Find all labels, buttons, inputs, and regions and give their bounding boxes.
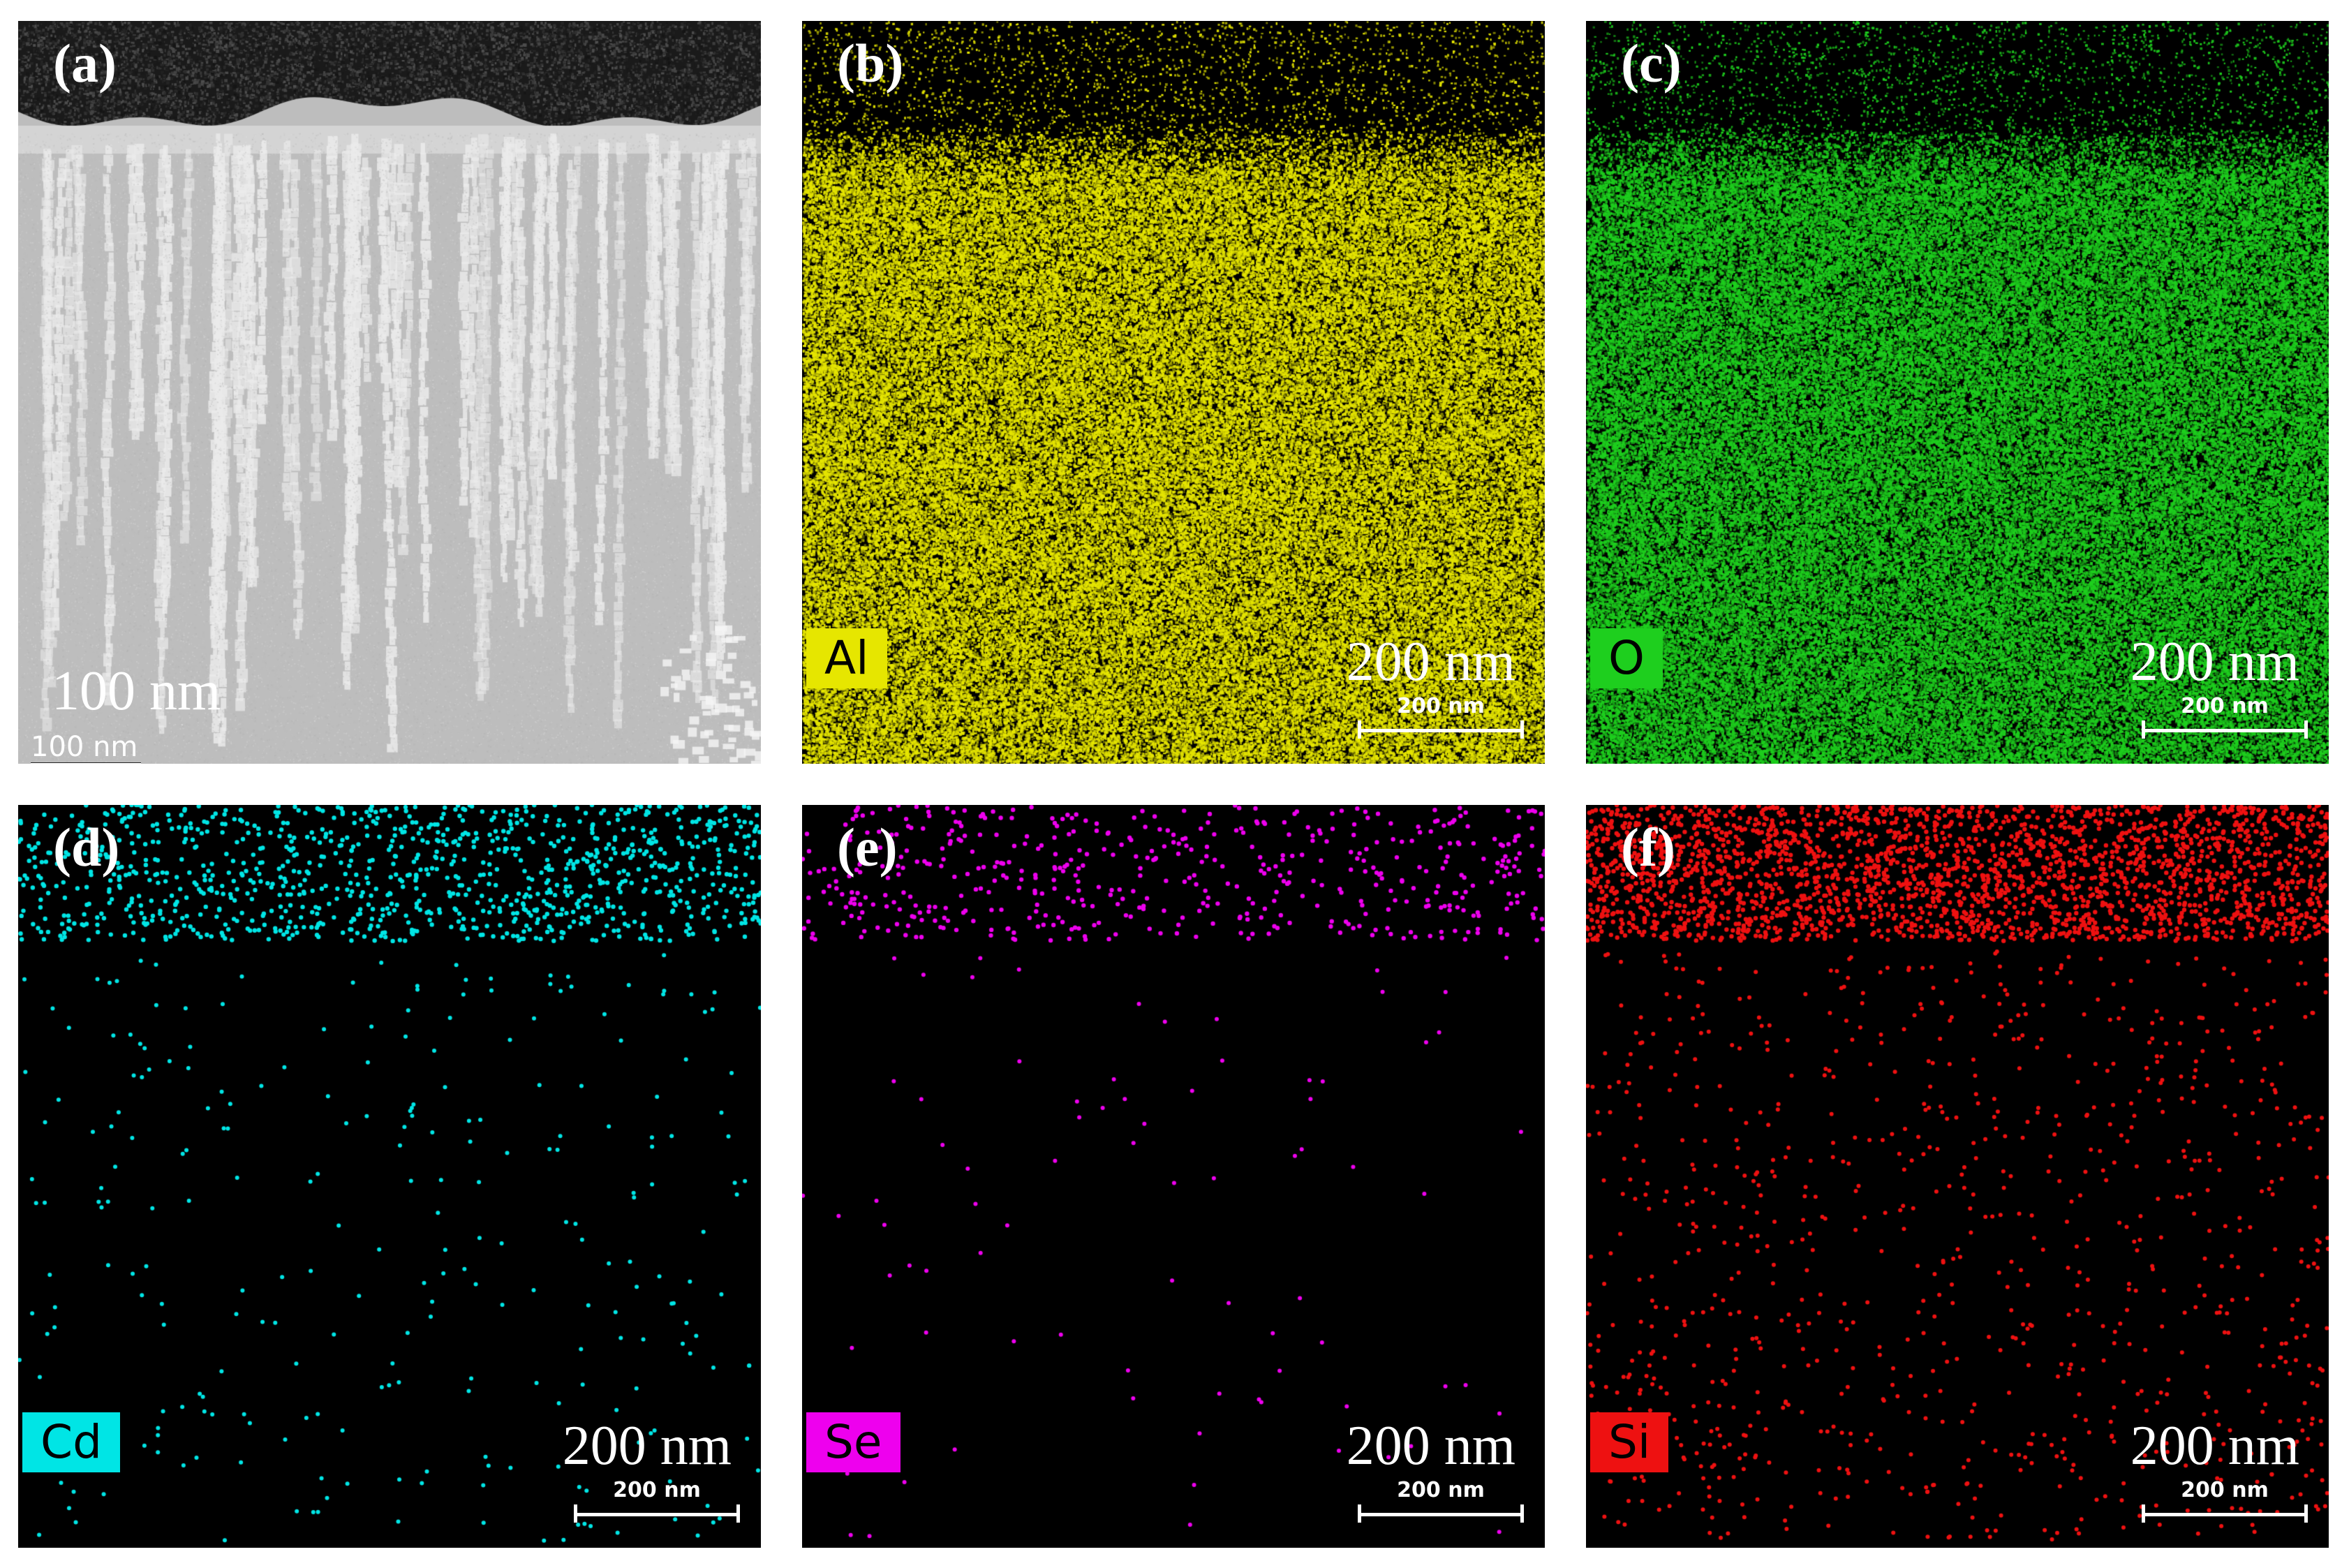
scale-bar-label: 200 nm bbox=[2181, 694, 2269, 718]
scale-text-large: 200 nm bbox=[1346, 1415, 1515, 1477]
scale-bar: 200 nm bbox=[1358, 1478, 1524, 1523]
panel-d-cd-map: (d) Cd 200 nm 200 nm bbox=[18, 805, 761, 1548]
tem-micrograph bbox=[18, 21, 761, 764]
scale-bar-label: 200 nm bbox=[1397, 694, 1485, 718]
scale-bar-label: 200 nm bbox=[2181, 1478, 2269, 1502]
panel-label: (c) bbox=[1621, 33, 1682, 94]
scale-bar-line bbox=[1358, 729, 1524, 732]
eds-map-si bbox=[1586, 805, 2329, 1548]
panel-a-tem-image: (a) 100 nm 100 nm bbox=[18, 21, 761, 764]
scale-bar-line bbox=[31, 762, 141, 764]
scale-bar: 100 nm bbox=[31, 733, 141, 764]
scale-text-large: 200 nm bbox=[1346, 631, 1515, 693]
scale-bar-line bbox=[2142, 729, 2308, 732]
scale-bar-line bbox=[574, 1513, 740, 1516]
scale-bar-label: 200 nm bbox=[1397, 1478, 1485, 1502]
scale-bar-label: 200 nm bbox=[613, 1478, 701, 1502]
panel-label: (d) bbox=[53, 817, 120, 878]
element-badge-cd: Cd bbox=[22, 1412, 120, 1472]
scale-bar-label: 100 nm bbox=[31, 731, 138, 763]
panel-e-se-map: (e) Se 200 nm 200 nm bbox=[802, 805, 1545, 1548]
panel-f-si-map: (f) Si 200 nm 200 nm bbox=[1586, 805, 2329, 1548]
panel-b-al-map: (b) Al 200 nm 200 nm bbox=[802, 21, 1545, 764]
element-badge-o: O bbox=[1590, 628, 1663, 688]
element-badge-al: Al bbox=[806, 628, 887, 688]
scale-bar: 200 nm bbox=[574, 1478, 740, 1523]
panel-label: (b) bbox=[837, 33, 904, 94]
panel-label: (f) bbox=[1621, 817, 1675, 878]
scale-text-large: 200 nm bbox=[562, 1415, 732, 1477]
panel-c-o-map: (c) O 200 nm 200 nm bbox=[1586, 21, 2329, 764]
element-badge-se: Se bbox=[806, 1412, 901, 1472]
eds-map-o bbox=[1586, 21, 2329, 764]
scale-bar-line bbox=[1358, 1513, 1524, 1516]
element-badge-si: Si bbox=[1590, 1412, 1669, 1472]
eds-map-cd bbox=[18, 805, 761, 1548]
scale-bar: 200 nm bbox=[1358, 694, 1524, 739]
scale-bar: 200 nm bbox=[2142, 694, 2308, 739]
scale-text-large: 200 nm bbox=[2130, 1415, 2299, 1477]
panel-label: (a) bbox=[53, 33, 117, 94]
scale-text-large: 200 nm bbox=[2130, 631, 2299, 693]
eds-map-se bbox=[802, 805, 1545, 1548]
scale-bar: 200 nm bbox=[2142, 1478, 2308, 1523]
eds-map-al bbox=[802, 21, 1545, 764]
scale-text-large: 100 nm bbox=[52, 660, 221, 722]
panel-label: (e) bbox=[837, 817, 898, 878]
scale-bar-line bbox=[2142, 1513, 2308, 1516]
